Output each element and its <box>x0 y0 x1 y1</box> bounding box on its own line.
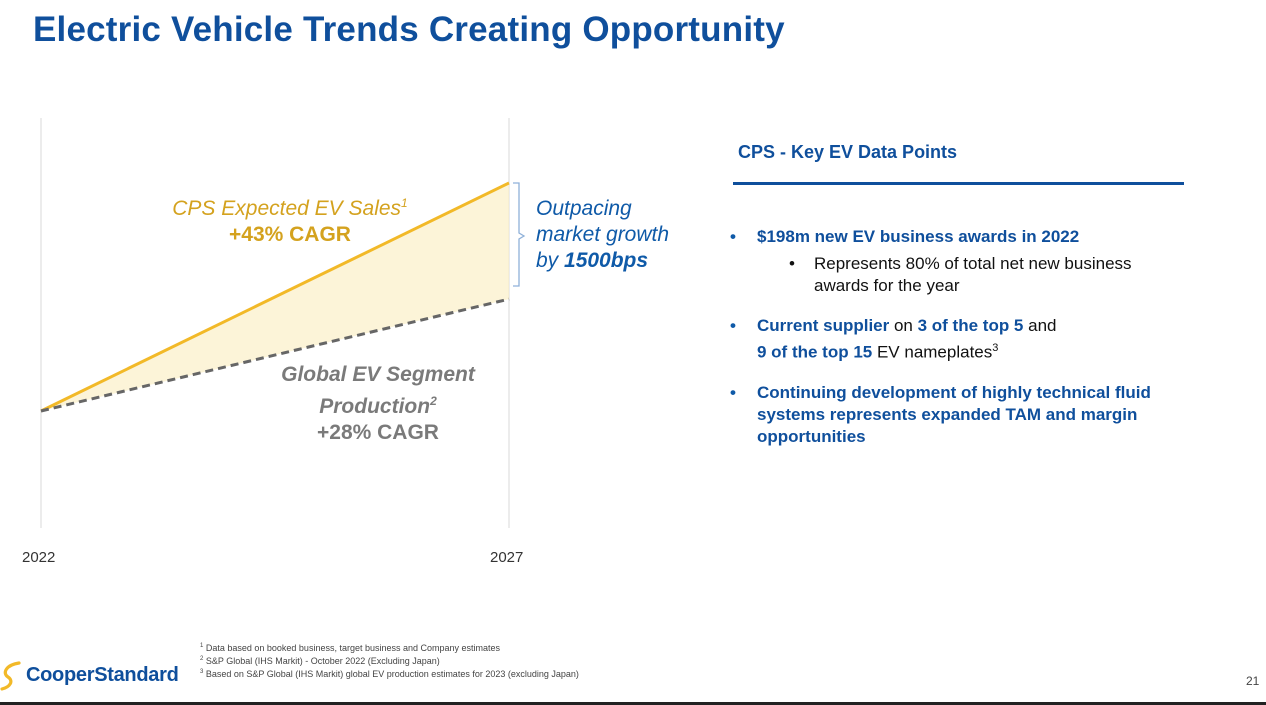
bullet-development: • Continuing development of highly techn… <box>730 382 1151 446</box>
page-number: 21 <box>1246 674 1260 688</box>
series-line-cps <box>40 181 510 413</box>
x-tick-2027: 2027 <box>490 549 524 566</box>
sub-bullet-awards-share: • Represents 80% of total net new busine… <box>789 254 1132 295</box>
key-data-points: • $198m new EV business awards in 2022 •… <box>730 226 1190 462</box>
footnote-ref-1: 1 <box>401 196 408 210</box>
bullet-dot: • <box>789 254 795 273</box>
series-label-cps: CPS Expected EV Sales1 +43% CAGR <box>145 190 435 248</box>
footnote-1: 1 Data based on booked business, target … <box>200 643 501 653</box>
x-tick-2022: 2022 <box>22 549 56 566</box>
bullet-dot: • <box>730 382 736 402</box>
footnote-3: 3 Based on S&P Global (IHS Markit) globa… <box>200 669 579 679</box>
series-cagr-global: +28% CAGR <box>317 421 439 444</box>
panel-title: CPS - Key EV Data Points <box>738 142 958 162</box>
ev-growth-chart <box>40 118 526 528</box>
logo-text: CooperStandard <box>26 663 179 686</box>
panel-divider <box>733 182 1184 185</box>
outpacing-line-2: market growth <box>536 223 670 246</box>
company-logo: CooperStandard <box>0 657 179 693</box>
series-name-global: Global EV Segment Production2 <box>281 363 475 418</box>
outpacing-line-3: by 1500bps <box>536 249 649 272</box>
bullet-ev-awards: • $198m new EV business awards in 2022 •… <box>730 226 1190 297</box>
series-cagr-cps: +43% CAGR <box>229 223 351 246</box>
bullet-dot: • <box>730 227 736 246</box>
bullet-supplier: • Current supplier on 3 of the top 5 and… <box>730 316 1057 362</box>
bullet-dot: • <box>730 316 736 335</box>
growth-gap-bracket <box>513 182 526 287</box>
footnotes: 1 Data based on booked business, target … <box>200 641 579 680</box>
page-title: Electric Vehicle Trends Creating Opportu… <box>33 10 785 49</box>
bottom-rule <box>0 702 1266 705</box>
series-line-global <box>40 297 510 413</box>
swoosh-logo-icon <box>0 661 21 691</box>
series-name-cps: CPS Expected EV Sales <box>172 197 402 220</box>
outpacing-line-1: Outpacing <box>536 197 632 220</box>
series-label-global: Global EV Segment Production2 +28% CAGR <box>258 362 498 446</box>
outpacing-bps: 1500bps <box>564 249 649 272</box>
outpacing-annotation: Outpacing market growth by 1500bps <box>536 196 706 274</box>
footnote-2: 2 S&P Global (IHS Markit) - October 2022… <box>200 656 440 666</box>
footnote-ref-2: 2 <box>430 394 437 408</box>
